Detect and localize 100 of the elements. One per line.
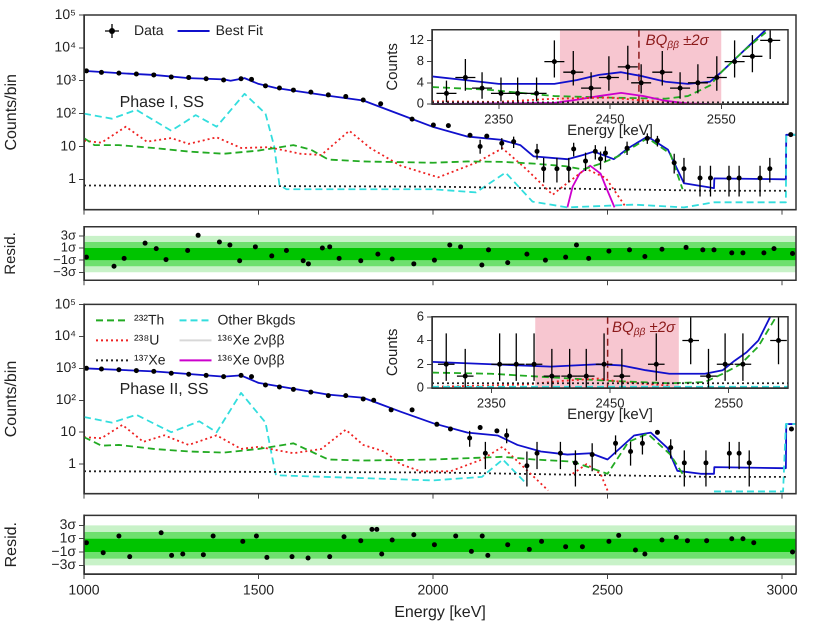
x-tick-label: 1500 bbox=[242, 581, 274, 598]
point bbox=[479, 262, 484, 268]
point bbox=[116, 70, 122, 76]
point bbox=[430, 122, 436, 128]
point bbox=[684, 538, 690, 544]
point bbox=[112, 264, 117, 269]
point bbox=[306, 261, 311, 266]
point bbox=[654, 430, 660, 435]
point bbox=[196, 232, 201, 238]
point bbox=[327, 244, 332, 250]
y-tick-label: 1 bbox=[68, 455, 76, 472]
point bbox=[711, 247, 716, 252]
point bbox=[276, 384, 282, 390]
point bbox=[478, 425, 483, 430]
y-tick-label: 0 bbox=[416, 96, 424, 111]
point bbox=[468, 548, 474, 554]
point bbox=[484, 134, 490, 139]
x-tick-label: 2350 bbox=[476, 395, 506, 410]
y-tick-label: 8 bbox=[416, 53, 424, 68]
point bbox=[284, 248, 289, 253]
point bbox=[308, 390, 314, 395]
point bbox=[269, 253, 274, 258]
point bbox=[238, 372, 244, 378]
point bbox=[751, 540, 756, 546]
point bbox=[238, 76, 244, 82]
point bbox=[320, 246, 325, 251]
point bbox=[276, 86, 282, 91]
point bbox=[369, 526, 374, 532]
point bbox=[434, 422, 440, 427]
point bbox=[237, 258, 242, 264]
point bbox=[432, 258, 437, 263]
y-axis-title: Counts bbox=[384, 328, 402, 376]
x-tick-label: 2550 bbox=[706, 111, 736, 126]
point bbox=[336, 256, 342, 261]
point bbox=[371, 398, 376, 403]
point bbox=[574, 242, 579, 248]
x-axis-title: Energy [keV] bbox=[567, 406, 653, 424]
point bbox=[447, 242, 452, 248]
point bbox=[100, 550, 106, 556]
point bbox=[98, 366, 104, 372]
point bbox=[526, 546, 532, 552]
point bbox=[374, 526, 380, 532]
point bbox=[539, 538, 544, 544]
point bbox=[659, 246, 664, 252]
point bbox=[586, 256, 592, 261]
x-tick-label: 2350 bbox=[484, 111, 514, 126]
legend-label: ¹³⁶Xe 2νββ bbox=[218, 331, 285, 348]
point bbox=[448, 426, 453, 432]
y-tick-label: 0 bbox=[416, 380, 424, 395]
point bbox=[379, 552, 384, 557]
point bbox=[505, 542, 510, 548]
point bbox=[772, 246, 777, 252]
point bbox=[204, 372, 209, 378]
point bbox=[378, 101, 384, 106]
y-tick-label: 1 bbox=[68, 170, 76, 186]
point bbox=[411, 532, 416, 538]
point bbox=[169, 552, 174, 558]
point bbox=[446, 123, 451, 128]
point bbox=[684, 244, 689, 250]
point bbox=[300, 258, 306, 264]
line-series bbox=[84, 137, 684, 190]
x-tick-label: 1000 bbox=[68, 581, 100, 598]
point bbox=[740, 250, 746, 256]
line-series bbox=[84, 432, 684, 475]
y-axis-title: Counts bbox=[384, 43, 402, 91]
point bbox=[204, 76, 209, 82]
y-tick-label: 12 bbox=[410, 32, 424, 47]
point bbox=[563, 254, 568, 260]
point bbox=[308, 90, 314, 95]
point bbox=[458, 244, 464, 250]
point bbox=[164, 257, 169, 262]
point bbox=[410, 116, 415, 122]
point bbox=[221, 374, 226, 380]
point bbox=[290, 88, 296, 93]
point bbox=[116, 367, 122, 372]
y-axis-title: Counts/bin bbox=[3, 74, 20, 151]
point bbox=[134, 72, 139, 77]
x-tick-label: 3000 bbox=[766, 581, 798, 598]
y-tick-label: 6 bbox=[416, 308, 424, 324]
point bbox=[606, 248, 612, 254]
y-tick-label: 10³ bbox=[56, 72, 76, 88]
y-tick-label: 10 bbox=[60, 137, 76, 154]
point bbox=[453, 534, 458, 539]
point bbox=[524, 252, 530, 257]
x-tick-label: 2000 bbox=[417, 581, 449, 598]
point bbox=[632, 548, 638, 553]
point bbox=[151, 72, 156, 78]
point bbox=[227, 242, 232, 248]
point bbox=[142, 240, 148, 246]
legend-label: ²³⁸U bbox=[134, 331, 160, 348]
point bbox=[360, 396, 366, 402]
point bbox=[116, 534, 122, 539]
legend-label: ²³²Th bbox=[134, 311, 164, 328]
point bbox=[411, 261, 416, 266]
point bbox=[210, 534, 216, 539]
point bbox=[358, 258, 364, 264]
point bbox=[505, 260, 510, 266]
point bbox=[674, 534, 679, 540]
point bbox=[168, 74, 174, 80]
point bbox=[221, 78, 226, 83]
